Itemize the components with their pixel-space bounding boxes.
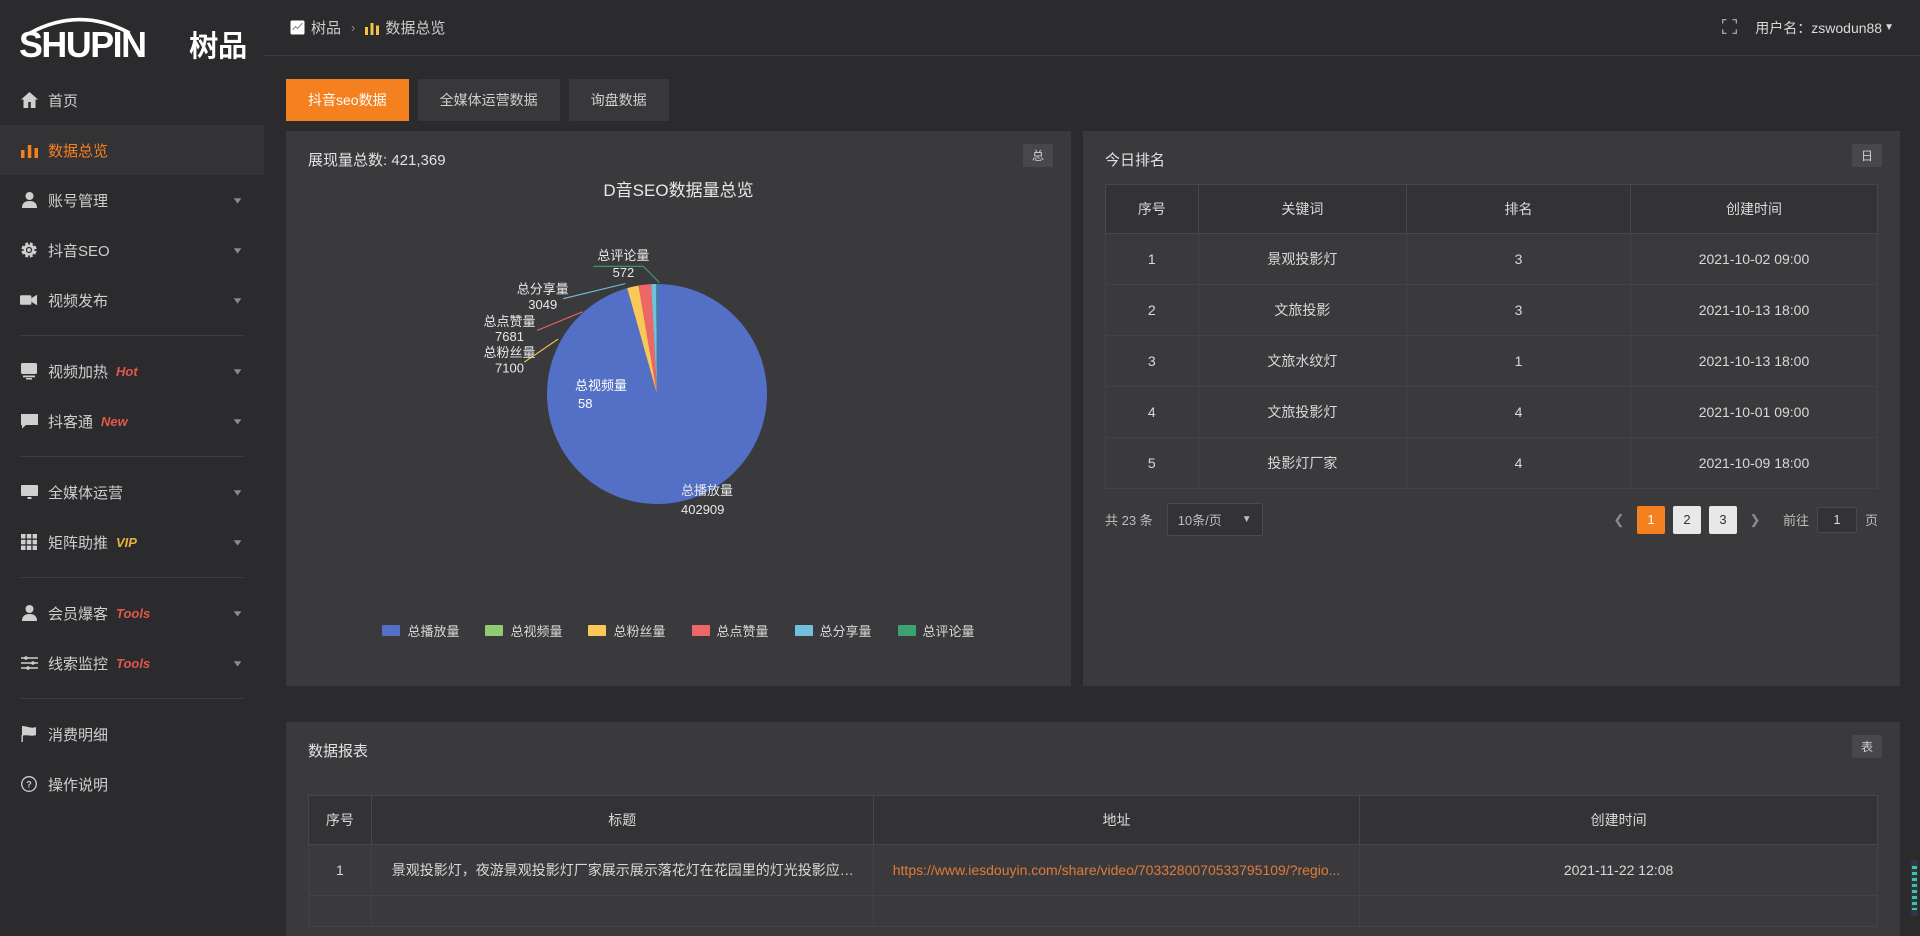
svg-text:3049: 3049 — [528, 297, 557, 312]
svg-text:总播放量: 总播放量 — [681, 483, 733, 498]
svg-text:总评论量: 总评论量 — [597, 248, 649, 263]
svg-text:总分享量: 总分享量 — [517, 281, 569, 296]
svg-text:树品: 树品 — [189, 30, 247, 61]
svg-text:7100: 7100 — [495, 361, 524, 376]
svg-text:SHUPIN: SHUPIN — [20, 24, 145, 61]
svg-text:402909: 402909 — [681, 502, 724, 517]
svg-text:572: 572 — [613, 265, 635, 280]
svg-text:58: 58 — [578, 396, 592, 411]
svg-text:总粉丝量: 总粉丝量 — [483, 345, 535, 360]
svg-text:7681: 7681 — [495, 329, 524, 344]
svg-text:总点赞量: 总点赞量 — [483, 314, 535, 329]
svg-text:总视频量: 总视频量 — [575, 378, 627, 393]
svg-text:?: ? — [26, 780, 32, 790]
